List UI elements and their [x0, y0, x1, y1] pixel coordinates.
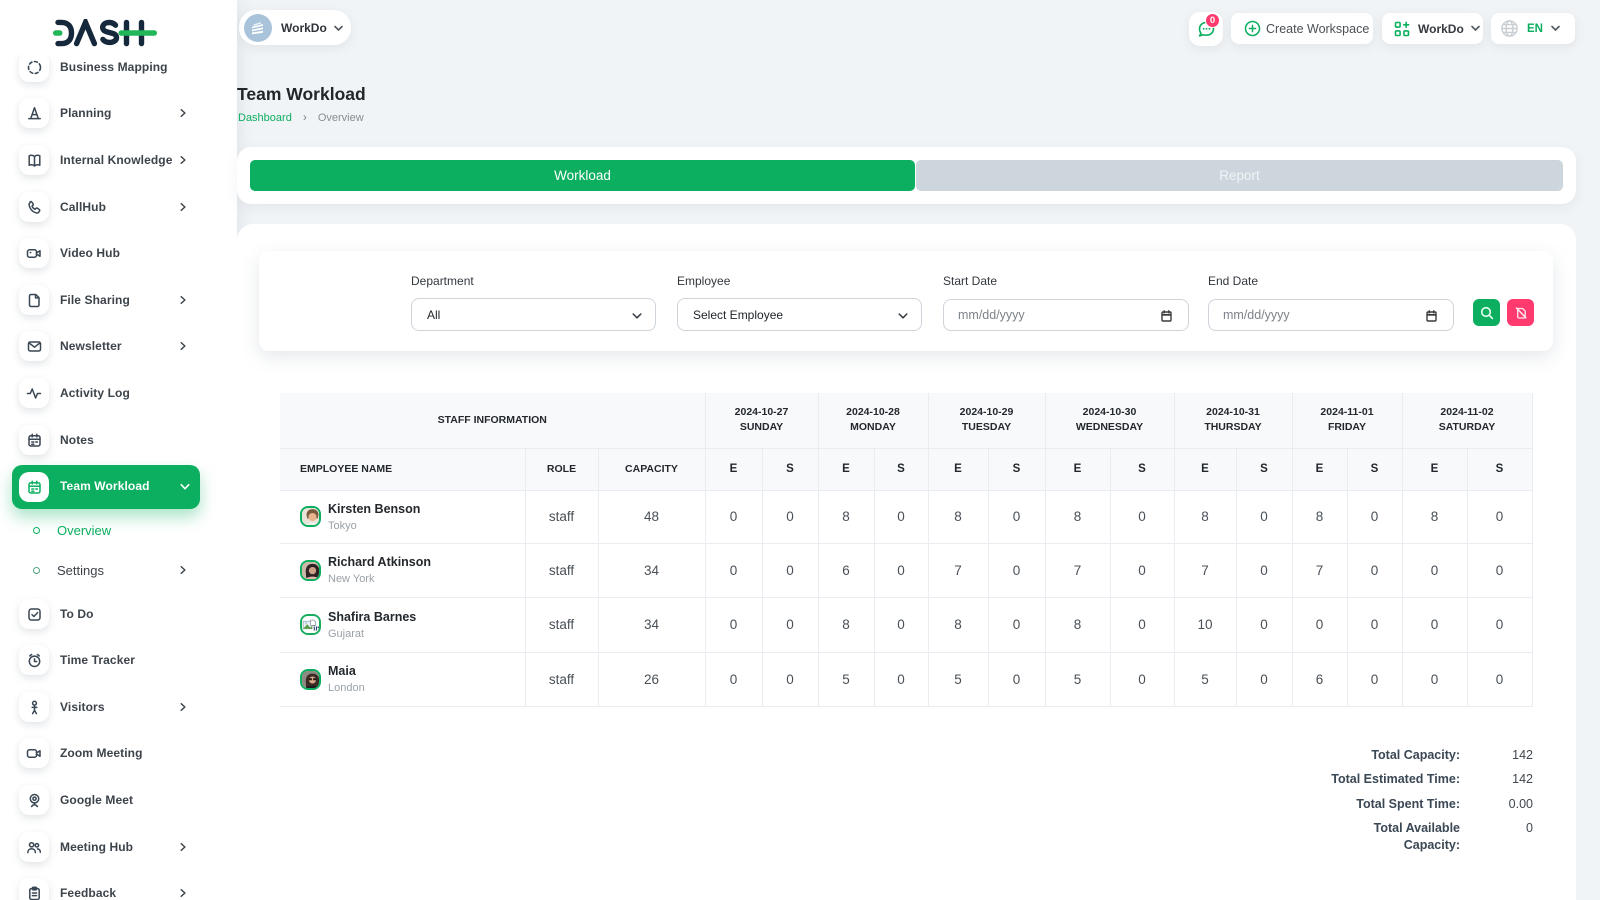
svg-text:in: in	[313, 623, 320, 632]
